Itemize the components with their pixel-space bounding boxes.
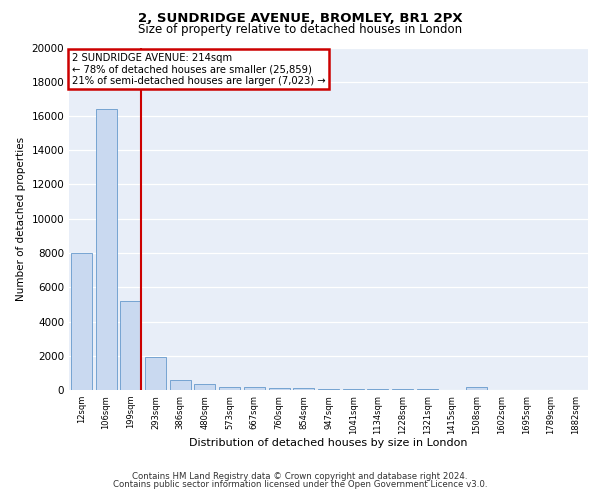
Bar xyxy=(343,389,364,390)
Bar xyxy=(244,388,265,390)
Text: Contains public sector information licensed under the Open Government Licence v3: Contains public sector information licen… xyxy=(113,480,487,489)
Text: Contains HM Land Registry data © Crown copyright and database right 2024.: Contains HM Land Registry data © Crown c… xyxy=(132,472,468,481)
Text: Size of property relative to detached houses in London: Size of property relative to detached ho… xyxy=(138,22,462,36)
Bar xyxy=(318,388,339,390)
Bar xyxy=(194,384,215,390)
Bar xyxy=(170,380,191,390)
Y-axis label: Number of detached properties: Number of detached properties xyxy=(16,136,26,301)
Text: 2 SUNDRIDGE AVENUE: 214sqm
← 78% of detached houses are smaller (25,859)
21% of : 2 SUNDRIDGE AVENUE: 214sqm ← 78% of deta… xyxy=(71,52,325,86)
Bar xyxy=(145,358,166,390)
Text: 2, SUNDRIDGE AVENUE, BROMLEY, BR1 2PX: 2, SUNDRIDGE AVENUE, BROMLEY, BR1 2PX xyxy=(137,12,463,26)
Bar xyxy=(466,388,487,390)
Bar xyxy=(120,301,141,390)
X-axis label: Distribution of detached houses by size in London: Distribution of detached houses by size … xyxy=(189,438,468,448)
Bar xyxy=(293,388,314,390)
Bar xyxy=(219,386,240,390)
Bar xyxy=(71,253,92,390)
Bar xyxy=(367,389,388,390)
Bar xyxy=(95,109,116,390)
Bar xyxy=(269,388,290,390)
